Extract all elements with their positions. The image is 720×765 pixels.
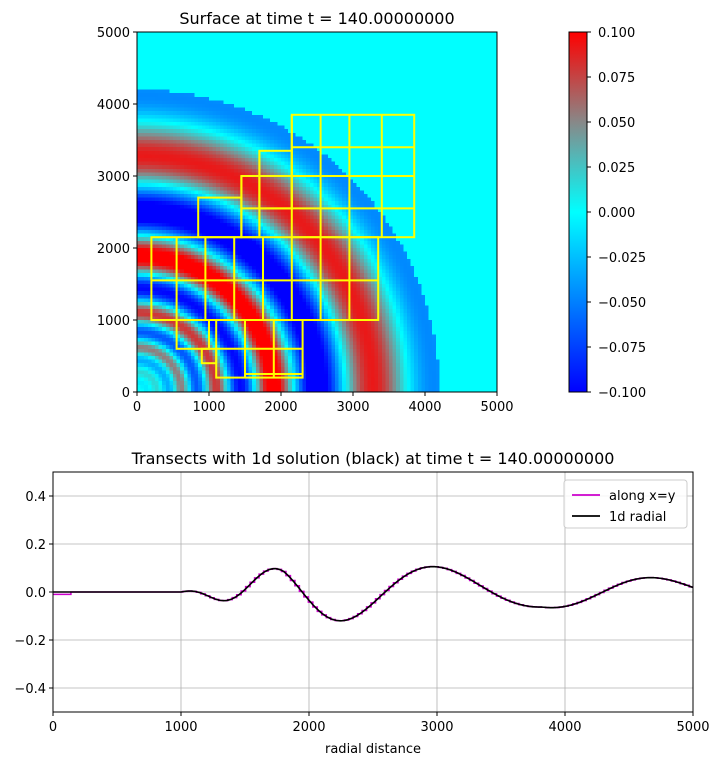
x-tick-label: 1000 [192,400,225,415]
colorbar-tick-label: 0.000 [598,206,635,221]
x-tick-label: 3000 [420,720,453,735]
series-line-along-x-eq-y [53,565,693,622]
x-tick-label: 2000 [292,720,325,735]
y-tick-label: 2000 [97,242,130,257]
y-tick-label: 4000 [97,98,130,113]
colorbar-bar [568,31,588,393]
y-tick-label: 0.2 [25,538,46,553]
x-tick-label: 5000 [676,720,709,735]
colorbar-tick-label: 0.050 [598,116,635,131]
heatmap-image [137,32,497,392]
colorbar-tick-label: 0.025 [598,161,635,176]
x-tick-label: 0 [49,720,57,735]
colorbar-tick-label: 0.100 [598,26,635,41]
x-tick-label: 3000 [336,400,369,415]
heatmap-panel: 0 1000 2000 3000 4000 5000 0 1000 2000 3000 4000 50… [97,9,514,415]
y-tick-label: 3000 [97,170,130,185]
colorbar-tick-label: −0.075 [598,341,646,356]
heatmap-frame [136,31,498,393]
y-tick-label: 5000 [97,26,130,41]
y-tick-label: 1000 [97,314,130,329]
transect-title: Transects with 1d solution (black) at ti… [131,449,615,468]
y-tick-label: 0.4 [25,490,46,505]
legend-label: along x=y [609,489,676,504]
x-tick-label: 4000 [548,720,581,735]
colorbar-tick-label: −0.100 [598,386,646,401]
x-tick-label: 5000 [480,400,513,415]
colorbar: 0.100 0.075 0.050 0.025 0.000 −0.025 −0.050 −0.… [568,26,646,401]
y-tick-label: 0 [122,386,130,401]
colorbar-tick-label: −0.025 [598,251,646,266]
colorbar-tick-label: 0.075 [598,71,635,86]
y-tick-label: 0.0 [25,586,46,601]
y-tick-label: −0.4 [14,682,46,697]
legend-label: 1d radial [609,510,666,525]
x-tick-label: 0 [133,400,141,415]
y-tick-label: −0.2 [14,634,46,649]
colorbar-tick-label: −0.050 [598,296,646,311]
heatmap-title: Surface at time t = 140.00000000 [179,9,454,28]
x-axis-label: radial distance [325,742,421,757]
x-tick-label: 2000 [264,400,297,415]
x-tick-label: 4000 [408,400,441,415]
x-tick-label: 1000 [164,720,197,735]
series-line-1d-radial [53,565,694,622]
grid-patch [175,319,211,350]
transect-panel: 0 1000 2000 3000 4000 5000 0.4 0.2 0.0 −0.2 −0.4 Tr… [14,449,709,757]
